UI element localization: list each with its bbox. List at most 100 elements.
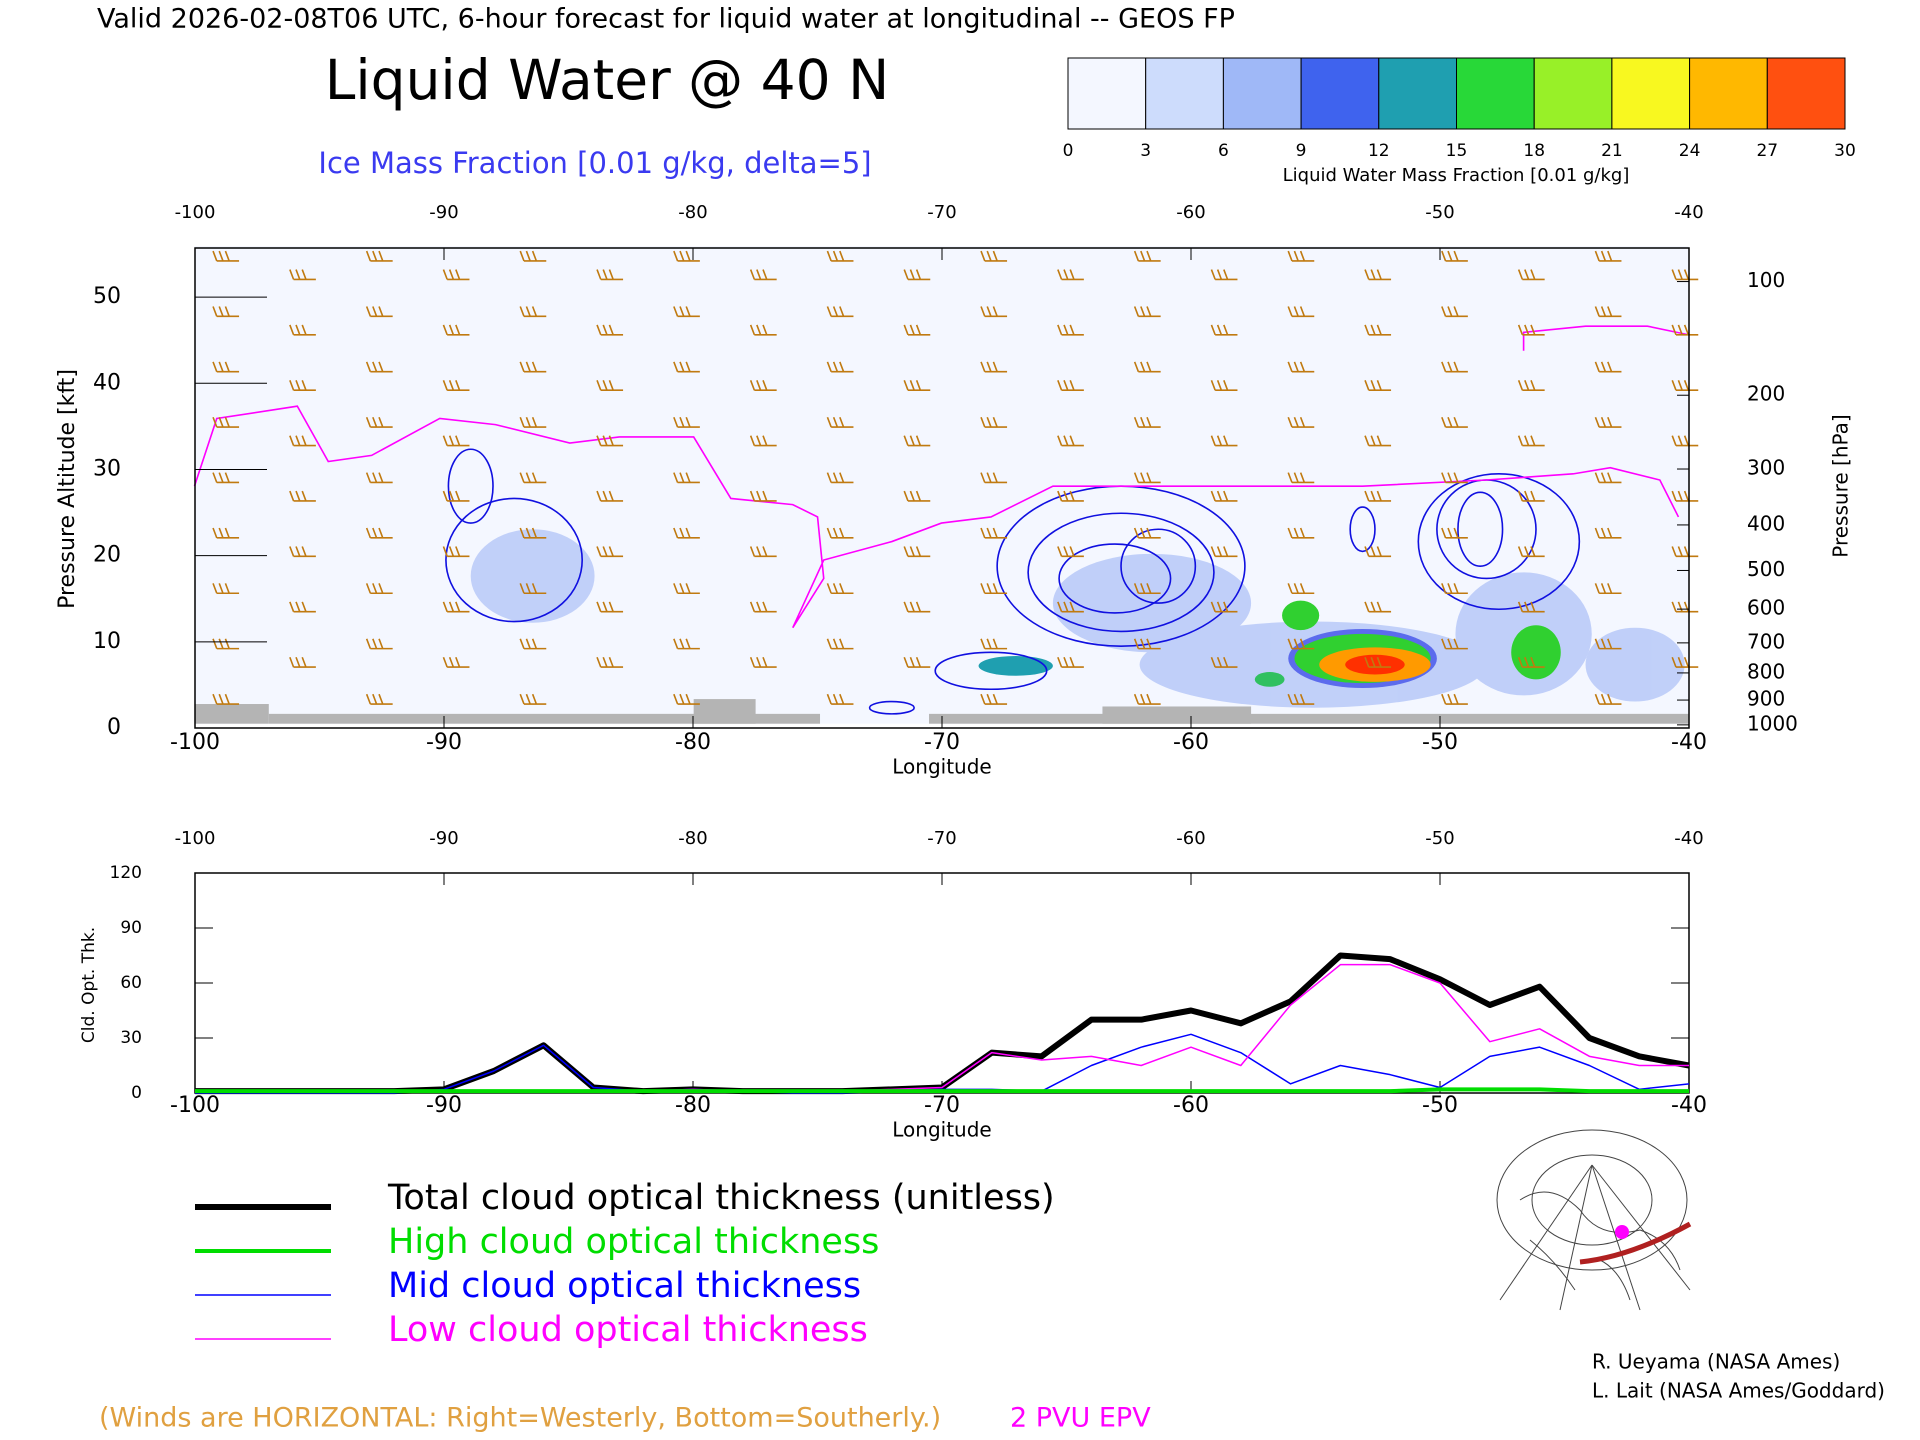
wind-barb xyxy=(1517,490,1545,502)
wind-barb xyxy=(289,546,316,558)
wind-barb xyxy=(1210,601,1238,613)
wind-barb xyxy=(1594,693,1622,705)
wind-barb xyxy=(673,693,700,705)
wind-barb xyxy=(1671,269,1699,281)
wind-barb xyxy=(1210,656,1238,668)
wind-barb xyxy=(749,656,777,668)
wind-barb xyxy=(1517,546,1545,558)
wind-barb xyxy=(749,546,777,558)
x-top-tick-label: -50 xyxy=(1425,828,1454,849)
wind-barb xyxy=(1133,472,1161,484)
y2-tick-label: 300 xyxy=(1747,456,1785,480)
wind-barb xyxy=(1133,583,1161,595)
y2-tick-label: 700 xyxy=(1747,629,1785,653)
wind-barb xyxy=(596,324,624,336)
x-top-tick-label: -90 xyxy=(429,202,458,223)
inset-map xyxy=(1493,1129,1692,1311)
y-tick-label: 0 xyxy=(107,715,121,740)
colorbar-tick-label: 6 xyxy=(1218,141,1229,161)
wind-barb xyxy=(1594,306,1622,318)
wind-barb xyxy=(1517,656,1545,668)
wind-barb xyxy=(1057,435,1084,447)
y-tick-label: 120 xyxy=(110,863,142,883)
wind-barb xyxy=(1517,435,1545,447)
colorbar-segment xyxy=(1689,57,1768,130)
wind-barb xyxy=(826,472,854,484)
wind-barb xyxy=(1441,693,1468,705)
wind-barb xyxy=(596,656,624,668)
wind-barb xyxy=(1287,416,1315,428)
wind-barb xyxy=(903,656,931,668)
wind-barb xyxy=(980,638,1008,650)
wind-barb xyxy=(519,472,547,484)
wind-barb xyxy=(826,416,854,428)
x-tick-label: -100 xyxy=(170,730,220,755)
wind-barb xyxy=(1133,527,1161,539)
x-top-tick-label: -70 xyxy=(927,202,956,223)
wind-barb xyxy=(596,380,624,391)
x-tick-label: -70 xyxy=(924,730,960,755)
wind-barb xyxy=(1671,435,1699,447)
wind-barb xyxy=(365,250,393,262)
wind-barb xyxy=(749,435,777,447)
x-tick-label: -60 xyxy=(1173,730,1209,755)
wind-barb xyxy=(365,693,393,705)
wind-barb xyxy=(365,416,393,428)
wind-barb xyxy=(212,583,240,595)
wind-barb xyxy=(1057,546,1084,558)
x-tick-label: -50 xyxy=(1422,730,1458,755)
x-tick-label: -50 xyxy=(1422,1093,1458,1118)
wind-barb xyxy=(749,269,777,281)
wind-barb xyxy=(1364,435,1392,447)
wind-barb xyxy=(1057,656,1084,668)
wind-barb xyxy=(980,583,1008,595)
wind-barb xyxy=(442,269,470,281)
colorbar-tick-label: 18 xyxy=(1523,141,1545,161)
colorbar-segment xyxy=(1456,57,1535,130)
wind-barb xyxy=(1441,472,1468,484)
y-tick-label: 30 xyxy=(93,456,121,481)
wind-barb xyxy=(212,527,240,539)
wind-barb xyxy=(1287,583,1315,595)
liquid-shading xyxy=(978,600,1561,689)
credit: R. Ueyama (NASA Ames) xyxy=(1592,1350,1840,1374)
legend-label: High cloud optical thickness xyxy=(388,1222,879,1262)
y-tick-label: 0 xyxy=(131,1083,142,1103)
x-top-tick-label: -60 xyxy=(1176,202,1205,223)
legend-label: Low cloud optical thickness xyxy=(388,1310,868,1350)
wind-barb xyxy=(289,490,316,502)
wind-barb xyxy=(1057,490,1084,502)
wind-barb xyxy=(903,546,931,558)
wind-barb xyxy=(903,435,931,447)
y2-tick-label: 600 xyxy=(1747,596,1785,620)
y2-tick-label: 100 xyxy=(1747,268,1785,292)
wind-barb xyxy=(596,269,624,281)
wind-barb xyxy=(596,490,624,502)
colorbar-tick-label: 21 xyxy=(1601,141,1623,161)
x-top-tick-label: -70 xyxy=(927,828,956,849)
wind-barb xyxy=(519,306,547,318)
wind-barb xyxy=(1517,269,1545,281)
wind-barb xyxy=(519,693,547,705)
wind-barb xyxy=(1287,638,1315,650)
wind-barb xyxy=(1671,490,1699,502)
wind-barb xyxy=(1594,638,1622,650)
wind-barb xyxy=(596,435,624,447)
wind-barb xyxy=(1441,250,1468,262)
wind-barb xyxy=(1594,527,1622,539)
y-tick-label: 30 xyxy=(120,1028,142,1048)
wind-barb xyxy=(212,693,240,705)
wind-barb xyxy=(365,472,393,484)
wind-barb xyxy=(1441,306,1468,318)
wind-barb xyxy=(1364,380,1392,391)
colorbar-tick-label: 0 xyxy=(1063,141,1074,161)
wind-barb xyxy=(1364,546,1392,558)
wind-barb xyxy=(826,583,854,595)
wind-barb xyxy=(749,324,777,336)
colorbar-tick-label: 30 xyxy=(1834,141,1856,161)
wind-barb xyxy=(1287,361,1315,373)
wind-barb xyxy=(519,416,547,428)
wind-barb xyxy=(365,527,393,539)
wind-barb xyxy=(826,250,854,262)
wind-barb xyxy=(1210,324,1238,336)
